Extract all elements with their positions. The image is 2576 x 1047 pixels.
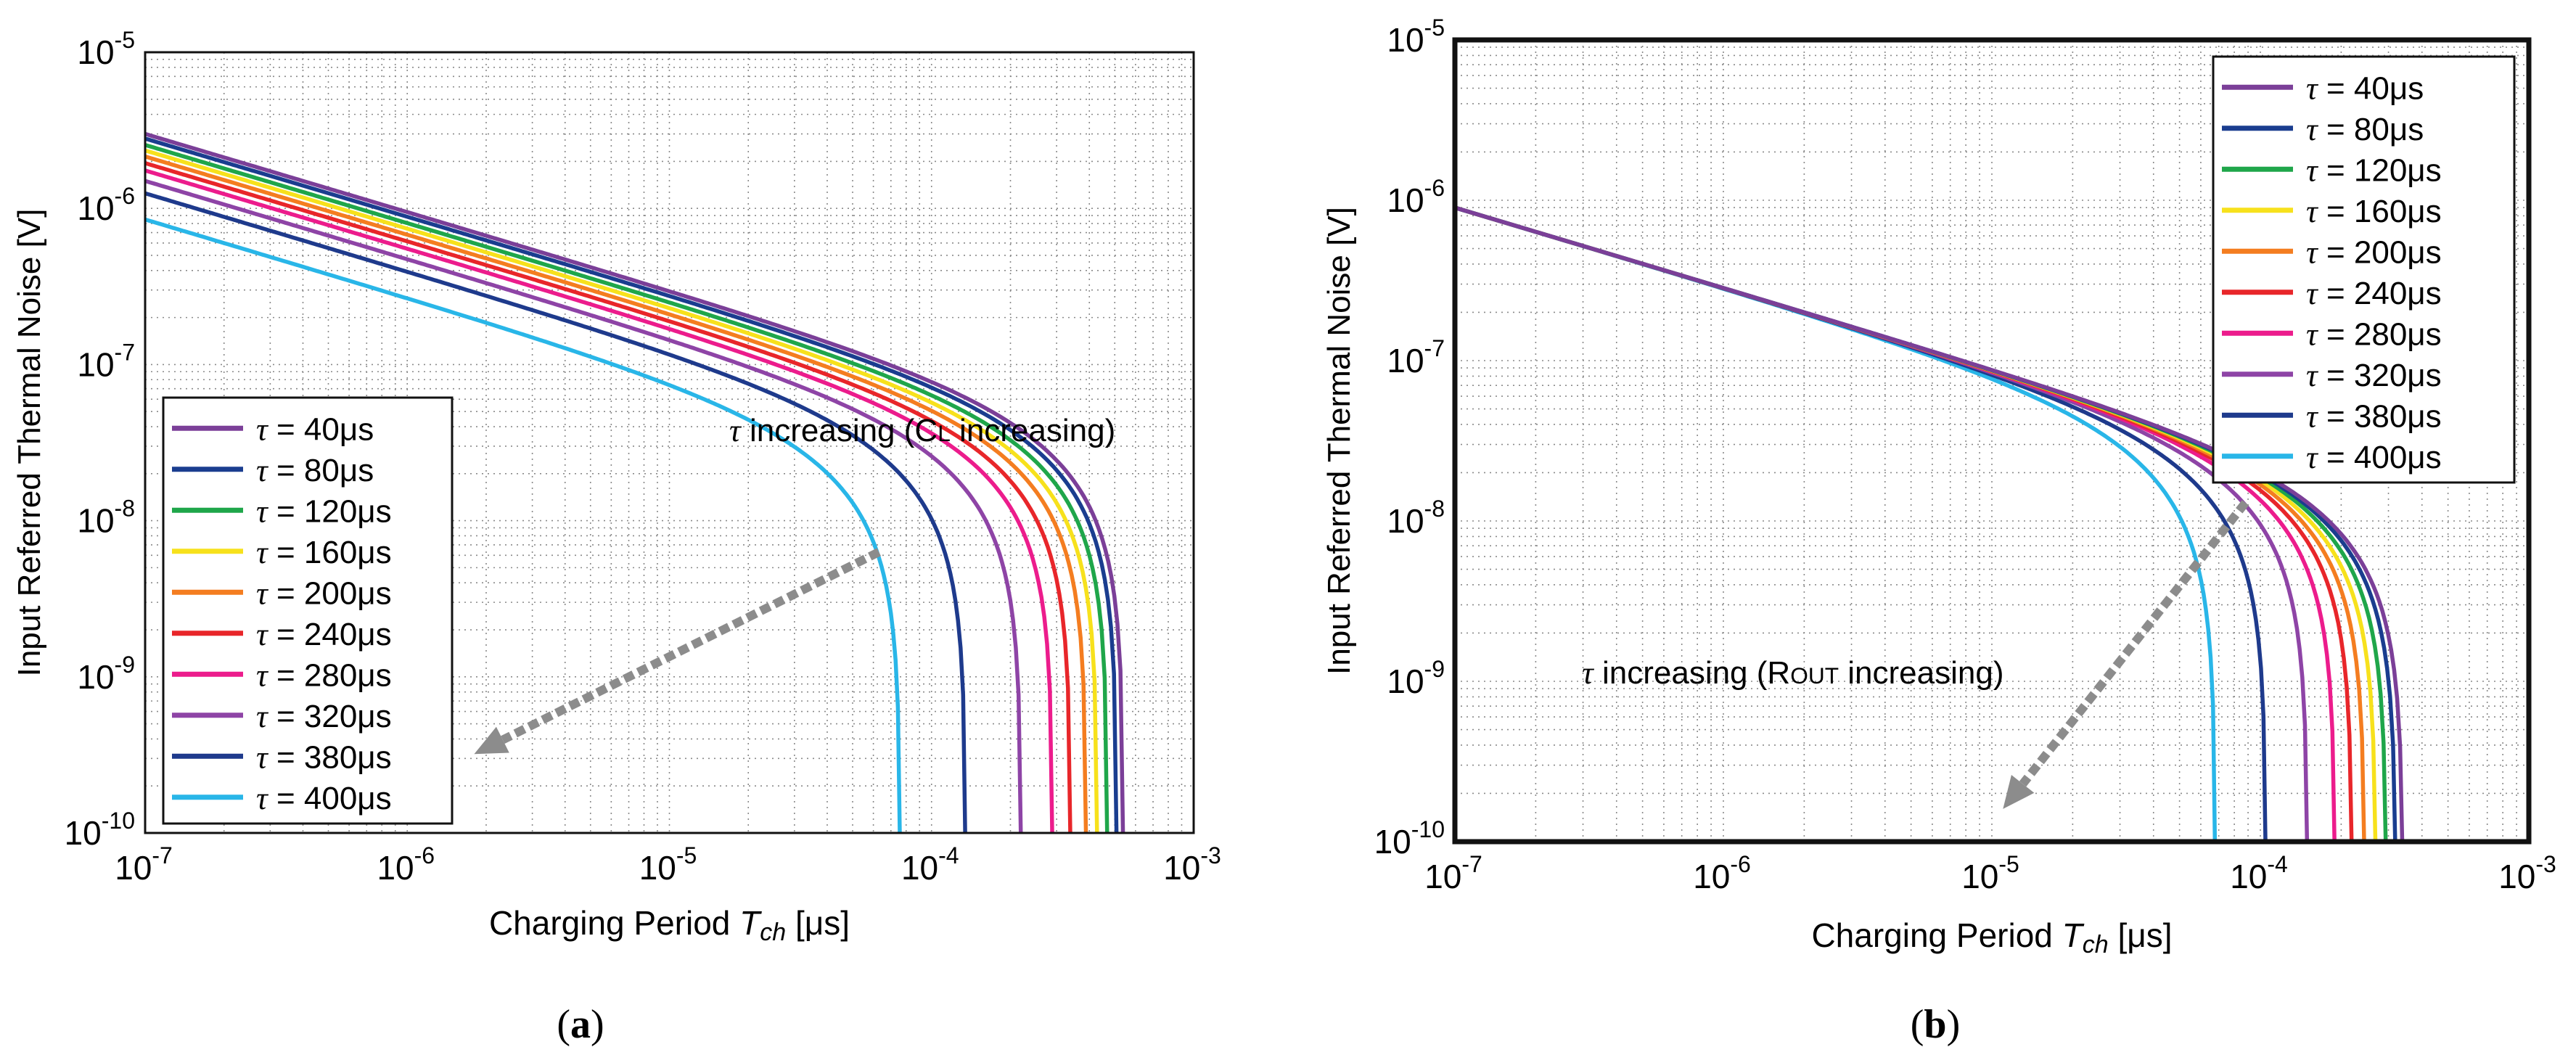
legend-label-4: τ = 160μs xyxy=(2306,194,2442,229)
legend-label-3: τ = 120μs xyxy=(2306,152,2442,188)
legend-label-10: τ = 400μs xyxy=(2306,440,2442,475)
trend-arrow-shaft xyxy=(501,548,881,744)
y-tick-label: 10-8 xyxy=(77,496,135,540)
series-line-6 xyxy=(145,161,1072,833)
y-tick-label: 10-5 xyxy=(77,27,135,71)
legend-label-4: τ = 160μs xyxy=(256,535,392,570)
annotation-sub: OUT xyxy=(1790,662,1839,689)
legend-label-7: τ = 280μs xyxy=(256,657,392,693)
plot-frame xyxy=(144,51,1195,834)
x-tick-label: 10-7 xyxy=(115,842,173,887)
plot-frame xyxy=(1452,37,2532,845)
series-line-7 xyxy=(145,168,1054,833)
annotation-text-a: increasing (R xyxy=(1593,655,1790,691)
x-tick-label: 10-3 xyxy=(2498,851,2556,895)
trend-annotation: τ increasing (CL increasing) xyxy=(729,413,1115,448)
legend-label-2: τ = 80μs xyxy=(256,453,374,488)
legend-label-9: τ = 380μs xyxy=(256,739,392,775)
trend-arrow-shaft xyxy=(2019,500,2249,787)
x-tick-label: 10-5 xyxy=(639,842,697,887)
annotation-sub: L xyxy=(938,420,951,446)
annotation-text-b: increasing) xyxy=(951,413,1115,448)
y-tick-label: 10-9 xyxy=(1387,656,1445,700)
legend-label-8: τ = 320μs xyxy=(256,699,392,734)
legend-label-1: τ = 40μs xyxy=(2306,70,2424,106)
series-line-2 xyxy=(145,136,1119,833)
series-group xyxy=(145,131,1125,833)
x-tick-label: 10-5 xyxy=(1961,851,2019,895)
annotation-text-b: increasing) xyxy=(1839,655,2003,691)
y-axis-label: Input Referred Thermal Noise [V] xyxy=(1321,207,1357,675)
legend-label-5: τ = 200μs xyxy=(2306,234,2442,270)
y-tick-label: 10-6 xyxy=(1387,175,1445,219)
legend: τ = 40μs τ = 80μs τ = 120μs τ = 160μs τ = 20… xyxy=(162,396,454,825)
legend-label-6: τ = 240μs xyxy=(256,617,392,652)
panel-label-b: (b) xyxy=(1911,1002,1960,1047)
legend-label-5: τ = 200μs xyxy=(256,575,392,611)
legend-label-9: τ = 380μs xyxy=(2306,398,2442,434)
panel-label-a: (a) xyxy=(557,1002,604,1047)
series-line-10 xyxy=(145,217,902,833)
series-line-1 xyxy=(145,131,1125,833)
trend-arrow-head xyxy=(2003,774,2035,809)
legend-label-1: τ = 40μs xyxy=(256,411,374,447)
annotation-text-a: increasing (C xyxy=(741,413,938,448)
x-tick-label: 10-4 xyxy=(2230,851,2288,895)
x-tick-label: 10-6 xyxy=(377,842,435,887)
x-tick-label: 10-7 xyxy=(1424,851,1482,895)
trend-arrow-head xyxy=(474,726,509,755)
annotation-tau: τ xyxy=(729,413,742,448)
legend-label-3: τ = 120μs xyxy=(256,493,392,529)
x-tick-label: 10-4 xyxy=(901,842,959,887)
series-line-9 xyxy=(145,191,967,833)
trend-annotation: τ increasing (ROUT increasing) xyxy=(1582,655,2003,691)
legend-label-2: τ = 80μs xyxy=(2306,112,2424,147)
y-axis-label: Input Referred Thermal Noise [V] xyxy=(12,209,47,677)
x-tick-label: 10-6 xyxy=(1693,851,1751,895)
legend: τ = 40μs τ = 80μs τ = 120μs τ = 160μs τ = 20… xyxy=(2212,55,2516,484)
x-axis-label: Charging Period Tch [μs] xyxy=(489,904,850,946)
x-tick-label: 10-3 xyxy=(1163,842,1221,887)
y-tick-label: 10-7 xyxy=(1387,335,1445,379)
y-tick-label: 10-5 xyxy=(1387,15,1445,59)
annotation-tau: τ xyxy=(1582,655,1595,691)
y-tick-label: 10-7 xyxy=(77,339,135,383)
y-tick-label: 10-10 xyxy=(1374,816,1445,861)
legend-label-10: τ = 400μs xyxy=(256,781,392,816)
legend-label-8: τ = 320μs xyxy=(2306,358,2442,393)
chart-panel-b: τ increasing (ROUT increasing) 10-10 10-9 1… xyxy=(1321,15,2556,958)
chart-panel-a: τ increasing (CL increasing) 10-10 10-9 10-… xyxy=(12,27,1221,946)
y-tick-label: 10-10 xyxy=(65,808,135,852)
series-line-8 xyxy=(145,178,1023,833)
y-tick-label: 10-6 xyxy=(77,183,135,227)
legend-label-6: τ = 240μs xyxy=(2306,276,2442,311)
y-tick-label: 10-8 xyxy=(1387,496,1445,540)
legend-label-7: τ = 280μs xyxy=(2306,316,2442,352)
series-line-3 xyxy=(145,143,1109,833)
series-line-4 xyxy=(145,148,1099,833)
series-line-5 xyxy=(145,155,1088,833)
x-axis-label: Charging Period Tch [μs] xyxy=(1811,916,2172,958)
y-tick-label: 10-9 xyxy=(77,652,135,696)
